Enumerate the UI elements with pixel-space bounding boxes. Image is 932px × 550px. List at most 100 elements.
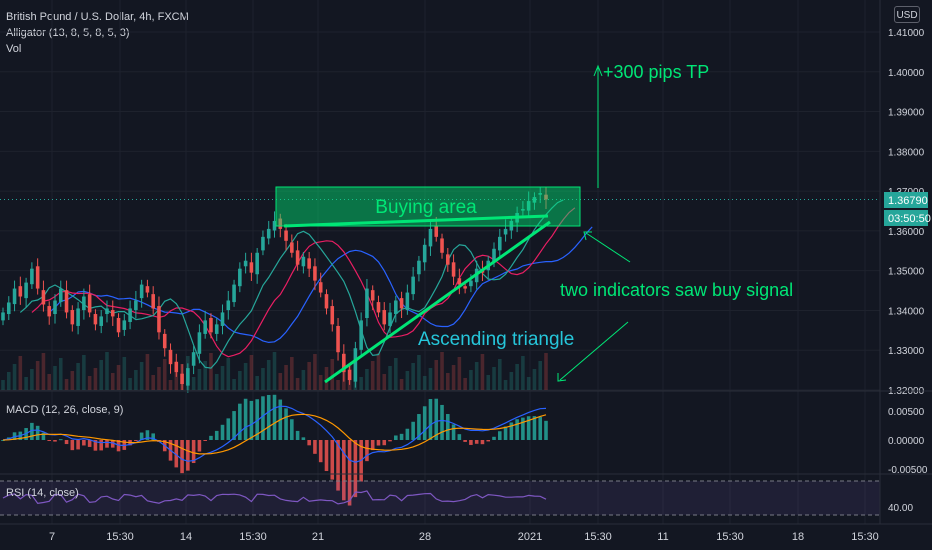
macd-histogram-bar <box>457 434 462 440</box>
macd-histogram-bar <box>214 430 219 440</box>
candle-body <box>405 292 410 311</box>
volume-bar <box>105 352 109 390</box>
volume-bar <box>503 380 508 390</box>
time-tick-label: 28 <box>419 531 431 543</box>
volume-bar <box>249 355 254 390</box>
volume-bar <box>399 379 404 390</box>
volume-bar <box>509 372 514 390</box>
macd-histogram-bar <box>203 440 207 441</box>
macd-histogram-bar <box>399 433 404 440</box>
time-tick-label: 2021 <box>518 531 542 543</box>
macd-pane <box>1 394 548 506</box>
candle-body <box>422 244 427 263</box>
macd-histogram-bar <box>324 440 329 472</box>
volume-bar <box>243 363 248 390</box>
macd-histogram-bar <box>313 440 317 454</box>
grid <box>0 0 880 524</box>
candle-body <box>313 266 317 281</box>
candle-body <box>503 228 508 235</box>
price-tick-label: 1.39000 <box>888 108 925 119</box>
macd-histogram-bar <box>405 428 410 440</box>
price-tick-label: 1.34000 <box>888 306 925 317</box>
candle-body <box>226 300 231 311</box>
volume-bar <box>284 365 288 390</box>
macd-histogram-bar <box>255 399 259 440</box>
candle-body <box>451 262 456 277</box>
macd-histogram-bar <box>469 440 473 445</box>
volume-bar <box>157 367 161 390</box>
candle-body <box>24 282 28 299</box>
candle-body <box>122 320 127 330</box>
time-tick-label: 7 <box>49 531 55 543</box>
macd-histogram-bar <box>53 440 57 442</box>
candle-body <box>134 300 138 311</box>
candle-body <box>394 300 398 315</box>
signal-label: two indicators saw buy signal <box>560 280 793 300</box>
candle-body <box>266 228 271 239</box>
candle-body <box>41 290 46 305</box>
volume-bar <box>405 371 410 390</box>
candle-body <box>463 286 467 289</box>
alligator-legend[interactable]: Alligator (13, 8, 5, 8, 5, 3) <box>6 27 130 39</box>
macd-histogram-bar <box>301 437 306 440</box>
macd-histogram-bar <box>538 416 543 440</box>
last-price-label: 1.36790 <box>888 195 928 207</box>
macd-histogram-bar <box>474 440 479 444</box>
rsi-pane <box>0 480 880 516</box>
volume-bar <box>318 375 323 390</box>
vol-legend[interactable]: Vol <box>6 43 22 55</box>
volume-bar <box>422 376 427 390</box>
volume-bar <box>532 369 537 390</box>
volume-bar <box>116 365 121 390</box>
volume-bar <box>30 369 34 390</box>
volume-bar <box>12 364 17 390</box>
volume-bar <box>145 354 150 390</box>
candle-body <box>168 349 173 365</box>
macd-tick-label: 0.00000 <box>888 436 925 447</box>
volume-bar <box>376 353 381 390</box>
volume-bar <box>134 370 138 390</box>
price-tick-label: 1.38000 <box>888 147 925 158</box>
signal-arrowhead-up <box>583 231 592 241</box>
candles <box>1 186 548 393</box>
candle-body <box>353 348 358 382</box>
candle-body <box>330 306 335 325</box>
macd-histogram-bar <box>1 440 5 441</box>
candle-body <box>162 333 167 349</box>
volume-bar <box>93 368 98 390</box>
volume-bar <box>330 359 335 390</box>
volume-bar <box>526 377 531 390</box>
volume-bar <box>440 352 444 390</box>
macd-histogram-bar <box>139 432 144 440</box>
volume-bar <box>497 359 502 390</box>
volume-bar <box>388 366 392 390</box>
macd-histogram-bar <box>41 432 46 440</box>
macd-histogram-bar <box>394 435 398 440</box>
candle-body <box>99 316 103 326</box>
volume-bar <box>394 358 398 390</box>
volume-bar <box>261 368 265 390</box>
candle-body <box>318 282 323 293</box>
volume-bar <box>99 360 103 390</box>
candle-body <box>105 308 109 315</box>
macd-histogram-bar <box>238 403 242 440</box>
volume-bar <box>307 362 311 390</box>
macd-histogram-bar <box>243 398 248 440</box>
volume-bar <box>266 360 271 390</box>
currency-button[interactable]: USD <box>894 6 920 23</box>
macd-histogram-bar <box>440 404 444 440</box>
candle-body <box>191 352 196 366</box>
macd-histogram-bar <box>330 440 335 480</box>
volume-bar <box>214 374 219 390</box>
macd-histogram-bar <box>446 414 450 440</box>
volume-bar <box>290 357 294 390</box>
volume-bar <box>238 371 242 390</box>
macd-histogram-bar <box>434 398 439 440</box>
time-tick-label: 21 <box>312 531 324 543</box>
candle-body <box>53 300 57 315</box>
volume-bar <box>203 361 207 390</box>
candle-body <box>30 268 34 285</box>
macd-histogram-bar <box>110 440 115 448</box>
candle-body <box>532 197 537 203</box>
